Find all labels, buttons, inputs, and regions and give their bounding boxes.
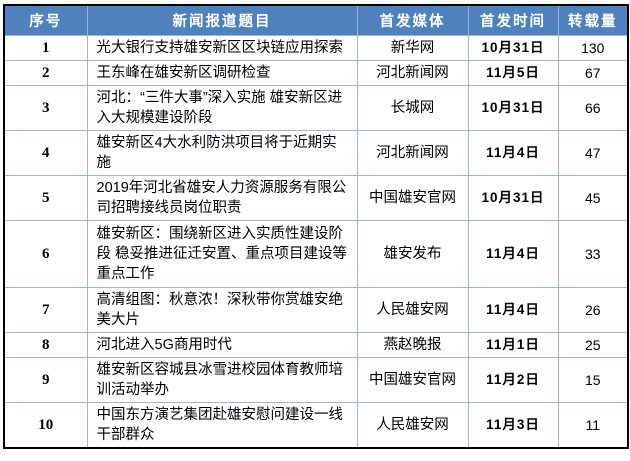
table-row: 8 河北进入5G商用时代 燕赵晚报 11月1日 25 <box>3 332 629 358</box>
publish-date: 11月5日 <box>467 60 559 86</box>
row-number: 9 <box>3 357 88 403</box>
header-cell-count: 转载量 <box>557 4 629 36</box>
table-row: 1 光大银行支持雄安新区区块链应用探索 新华网 10月31日 130 <box>3 35 629 61</box>
media-name: 新华网 <box>356 35 469 61</box>
table-row: 2 王东峰在雄安新区调研检查 河北新闻网 11月5日 67 <box>3 60 629 86</box>
media-name: 燕赵晚报 <box>356 332 469 358</box>
media-name: 雄安发布 <box>356 220 469 288</box>
publish-date: 10月31日 <box>467 35 559 61</box>
news-report-table: 序号 新闻报道题目 首发媒体 首发时间 转载量 1 光大银行支持雄安新区区块链应… <box>3 4 629 449</box>
header-cell-no: 序号 <box>3 4 88 36</box>
news-title: 河北进入5G商用时代 <box>86 332 358 358</box>
table-header-row: 序号 新闻报道题目 首发媒体 首发时间 转载量 <box>3 4 629 36</box>
header-cell-date: 首发时间 <box>467 4 559 36</box>
publish-date: 10月31日 <box>467 85 559 131</box>
row-number: 5 <box>3 175 88 221</box>
header-cell-title: 新闻报道题目 <box>86 4 358 36</box>
row-number: 4 <box>3 130 88 176</box>
repost-count: 26 <box>557 287 629 333</box>
publish-date: 11月2日 <box>467 357 559 403</box>
publish-date: 10月31日 <box>467 175 559 221</box>
row-number: 6 <box>3 220 88 288</box>
news-title: 河北：“三件大事”深入实施 雄安新区进入大规模建设阶段 <box>86 85 358 131</box>
media-name: 人民雄安网 <box>356 287 469 333</box>
media-name: 中国雄安官网 <box>356 357 469 403</box>
table-row: 5 2019年河北省雄安人力资源服务有限公司招聘接线员岗位职责 中国雄安官网 1… <box>3 175 629 221</box>
repost-count: 47 <box>557 130 629 176</box>
publish-date: 11月4日 <box>467 220 559 288</box>
row-number: 10 <box>3 402 88 449</box>
repost-count: 67 <box>557 60 629 86</box>
media-name: 河北新闻网 <box>356 130 469 176</box>
row-number: 2 <box>3 60 88 86</box>
repost-count: 45 <box>557 175 629 221</box>
media-name: 长城网 <box>356 85 469 131</box>
publish-date: 11月1日 <box>467 332 559 358</box>
publish-date: 11月3日 <box>467 402 559 449</box>
repost-count: 15 <box>557 357 629 403</box>
news-title: 光大银行支持雄安新区区块链应用探索 <box>86 35 358 61</box>
media-name: 人民雄安网 <box>356 402 469 449</box>
news-title: 雄安新区容城县冰雪进校园体育教师培训活动举办 <box>86 357 358 403</box>
repost-count: 11 <box>557 402 629 449</box>
repost-count: 33 <box>557 220 629 288</box>
table-row: 3 河北：“三件大事”深入实施 雄安新区进入大规模建设阶段 长城网 10月31日… <box>3 85 629 131</box>
repost-count: 25 <box>557 332 629 358</box>
table-row: 7 高清组图：秋意浓！深秋带你赏雄安绝美大片 人民雄安网 11月4日 26 <box>3 287 629 333</box>
news-title: 2019年河北省雄安人力资源服务有限公司招聘接线员岗位职责 <box>86 175 358 221</box>
news-title: 高清组图：秋意浓！深秋带你赏雄安绝美大片 <box>86 287 358 333</box>
table-row: 9 雄安新区容城县冰雪进校园体育教师培训活动举办 中国雄安官网 11月2日 15 <box>3 357 629 403</box>
table-row: 4 雄安新区4大水利防洪项目将于近期实施 河北新闻网 11月4日 47 <box>3 130 629 176</box>
news-title: 雄安新区4大水利防洪项目将于近期实施 <box>86 130 358 176</box>
table-row: 6 雄安新区：围绕新区进入实质性建设阶段 稳妥推进征迁安置、重点项目建设等重点工… <box>3 220 629 288</box>
row-number: 7 <box>3 287 88 333</box>
media-name: 中国雄安官网 <box>356 175 469 221</box>
publish-date: 11月4日 <box>467 287 559 333</box>
row-number: 1 <box>3 35 88 61</box>
publish-date: 11月4日 <box>467 130 559 176</box>
row-number: 8 <box>3 332 88 358</box>
news-title: 王东峰在雄安新区调研检查 <box>86 60 358 86</box>
table-row: 10 中国东方演艺集团赴雄安慰问建设一线干部群众 人民雄安网 11月3日 11 <box>3 402 629 449</box>
row-number: 3 <box>3 85 88 131</box>
media-name: 河北新闻网 <box>356 60 469 86</box>
repost-count: 130 <box>557 35 629 61</box>
news-title: 雄安新区：围绕新区进入实质性建设阶段 稳妥推进征迁安置、重点项目建设等重点工作 <box>86 220 358 288</box>
news-title: 中国东方演艺集团赴雄安慰问建设一线干部群众 <box>86 402 358 449</box>
header-cell-media: 首发媒体 <box>356 4 469 36</box>
repost-count: 66 <box>557 85 629 131</box>
